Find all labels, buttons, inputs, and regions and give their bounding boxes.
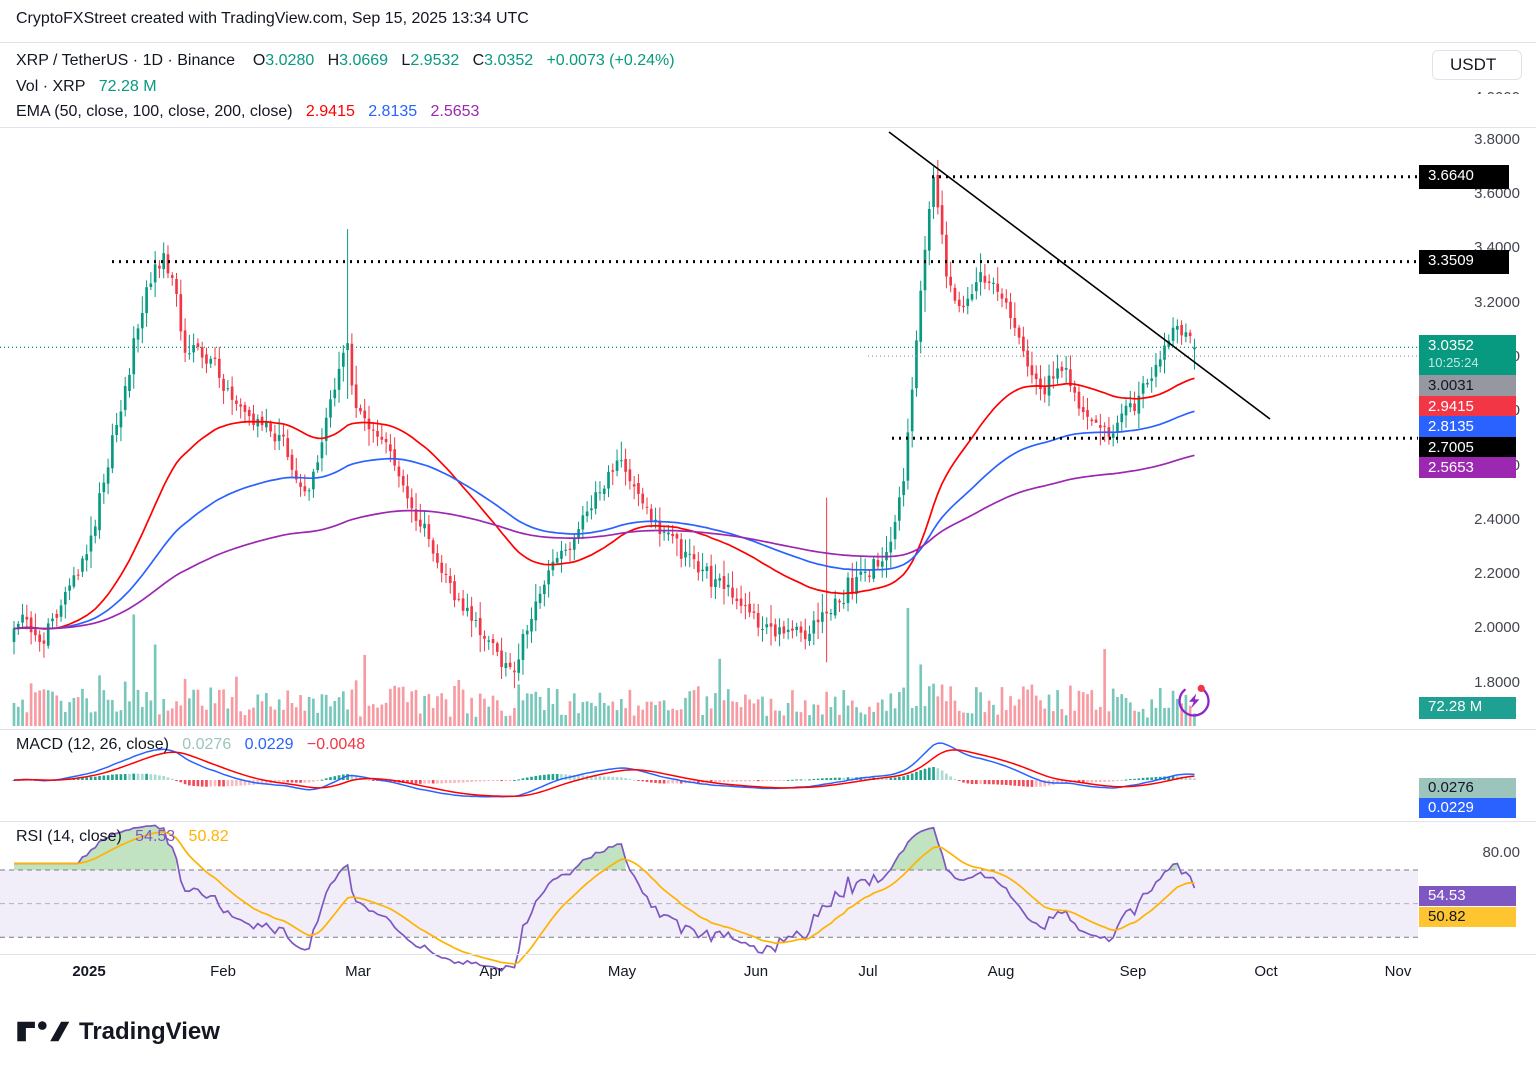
svg-text:TradingView: TradingView	[79, 1018, 220, 1045]
